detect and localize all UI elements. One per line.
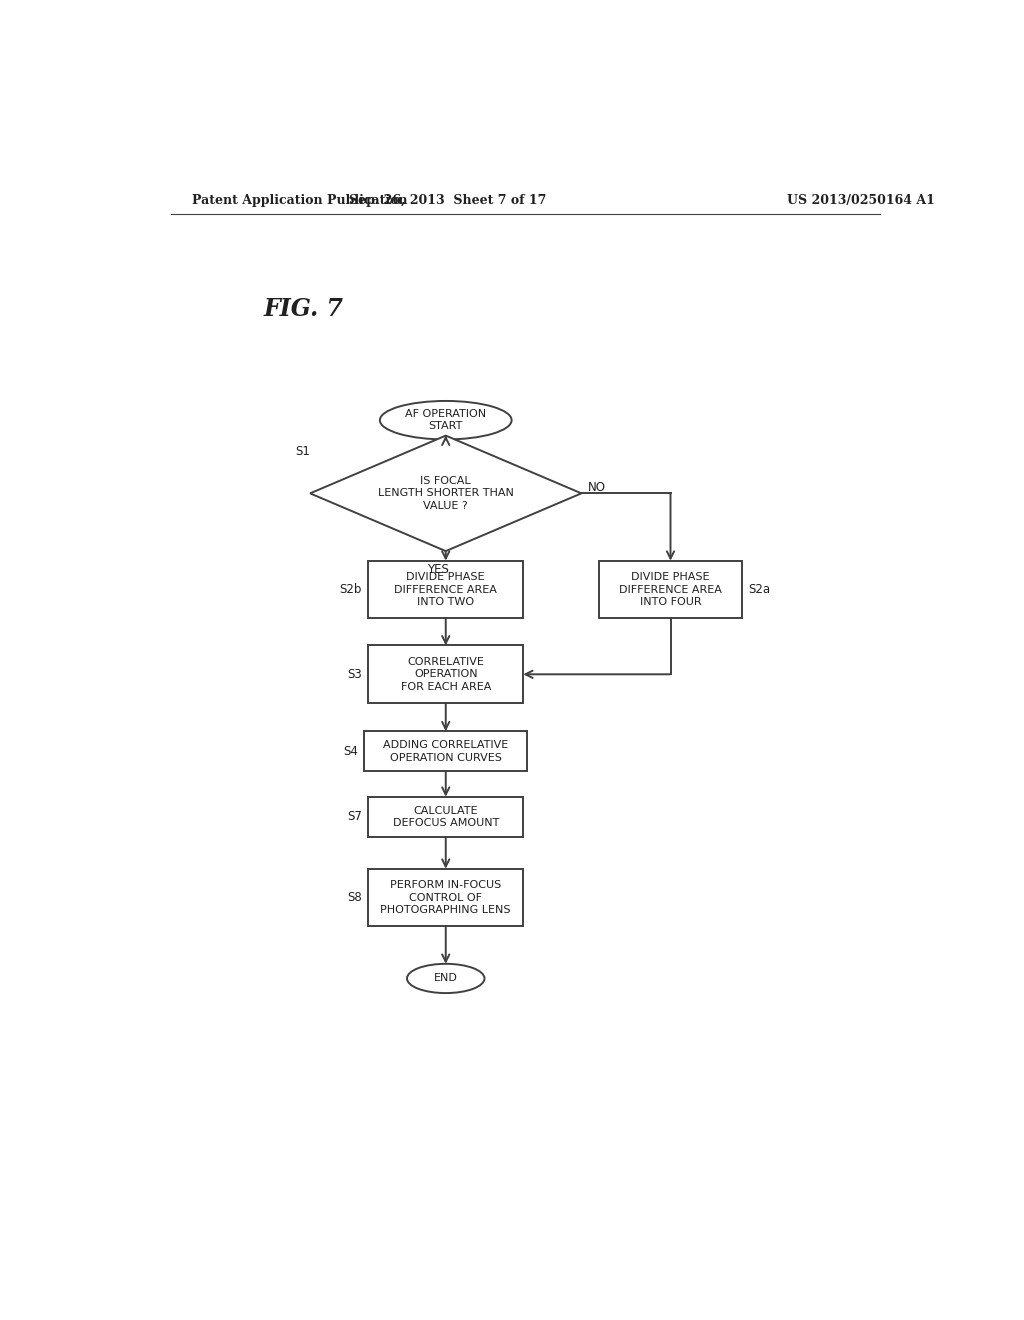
Text: S7: S7	[347, 810, 362, 824]
Text: CORRELATIVE
OPERATION
FOR EACH AREA: CORRELATIVE OPERATION FOR EACH AREA	[400, 657, 490, 692]
Bar	[365, 731, 527, 771]
Ellipse shape	[407, 964, 484, 993]
Text: S1: S1	[295, 445, 310, 458]
Text: S2b: S2b	[340, 583, 362, 597]
Text: END: END	[434, 973, 458, 983]
Bar	[599, 561, 742, 619]
Text: S8: S8	[347, 891, 362, 904]
Text: Patent Application Publication: Patent Application Publication	[191, 194, 408, 207]
Text: Sep. 26, 2013  Sheet 7 of 17: Sep. 26, 2013 Sheet 7 of 17	[348, 194, 546, 207]
Text: YES: YES	[427, 562, 449, 576]
Text: DIVIDE PHASE
DIFFERENCE AREA
INTO FOUR: DIVIDE PHASE DIFFERENCE AREA INTO FOUR	[620, 572, 722, 607]
Bar	[369, 561, 523, 619]
Text: S2a: S2a	[749, 583, 770, 597]
Bar	[369, 645, 523, 704]
Text: AF OPERATION
START: AF OPERATION START	[406, 409, 486, 432]
Text: FIG. 7: FIG. 7	[263, 297, 344, 321]
Ellipse shape	[380, 401, 512, 440]
Text: NO: NO	[588, 480, 605, 494]
Text: S3: S3	[347, 668, 362, 681]
Text: CALCULATE
DEFOCUS AMOUNT: CALCULATE DEFOCUS AMOUNT	[392, 805, 499, 828]
Bar	[369, 869, 523, 927]
Text: IS FOCAL
LENGTH SHORTER THAN
VALUE ?: IS FOCAL LENGTH SHORTER THAN VALUE ?	[378, 477, 514, 511]
Text: S4: S4	[343, 744, 358, 758]
Text: DIVIDE PHASE
DIFFERENCE AREA
INTO TWO: DIVIDE PHASE DIFFERENCE AREA INTO TWO	[394, 572, 498, 607]
Text: PERFORM IN-FOCUS
CONTROL OF
PHOTOGRAPHING LENS: PERFORM IN-FOCUS CONTROL OF PHOTOGRAPHIN…	[381, 880, 511, 915]
Bar	[369, 797, 523, 837]
Text: ADDING CORRELATIVE
OPERATION CURVES: ADDING CORRELATIVE OPERATION CURVES	[383, 741, 508, 763]
Text: US 2013/0250164 A1: US 2013/0250164 A1	[786, 194, 935, 207]
Polygon shape	[310, 436, 582, 552]
